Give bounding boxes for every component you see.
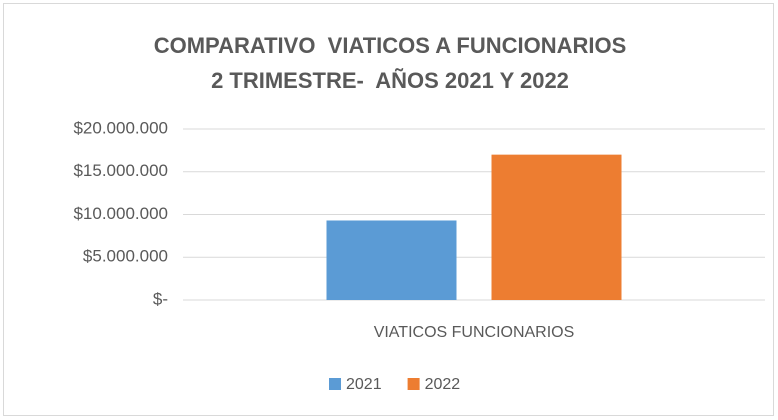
y-tick-label: $- bbox=[153, 289, 168, 308]
x-tick-label: VIATICOS FUNCIONARIOS bbox=[374, 324, 575, 341]
legend-swatch bbox=[407, 378, 420, 390]
legend-swatch bbox=[329, 378, 341, 390]
legend-label: 2022 bbox=[425, 376, 461, 393]
bar bbox=[326, 220, 457, 300]
bar bbox=[491, 154, 622, 300]
legend-label: 2021 bbox=[346, 376, 382, 393]
chart-title: 2 TRIMESTRE- AÑOS 2021 Y 2022 bbox=[211, 68, 569, 93]
y-tick-label: $5.000.000 bbox=[83, 247, 168, 266]
y-tick-label: $20.000.000 bbox=[73, 118, 168, 137]
y-tick-label: $10.000.000 bbox=[73, 204, 168, 223]
chart-title: COMPARATIVO VIATICOS A FUNCIONARIOS bbox=[154, 33, 627, 58]
y-tick-label: $15.000.000 bbox=[73, 161, 168, 180]
chart-border bbox=[3, 3, 774, 416]
